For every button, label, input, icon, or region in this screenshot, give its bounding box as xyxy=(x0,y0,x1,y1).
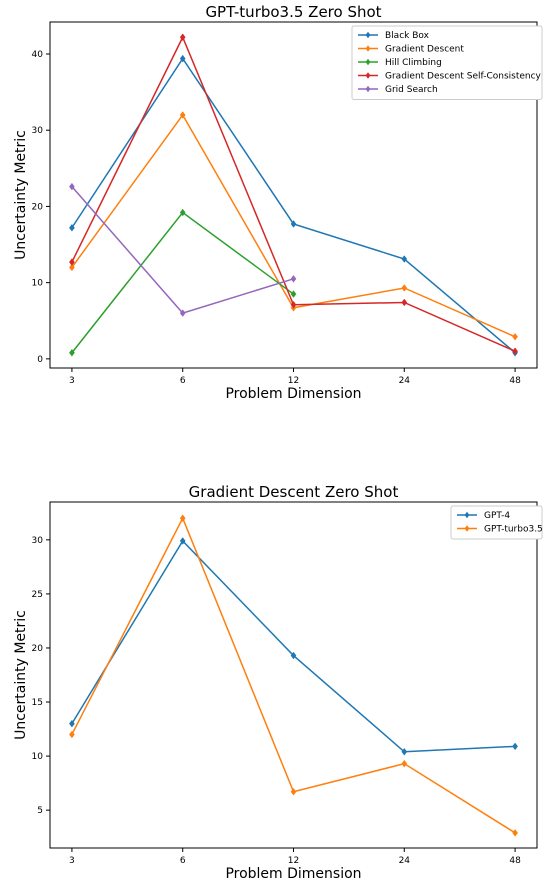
legend-item-gradient-descent: Gradient Descent xyxy=(358,45,464,55)
legend-item-gpt-turbo3-5: GPT-turbo3.5 xyxy=(457,525,543,535)
chart-title: Gradient Descent Zero Shot xyxy=(189,483,399,501)
legend: GPT-4 GPT-turbo3.5 xyxy=(450,505,543,540)
legend-marker xyxy=(365,31,371,39)
y-tick-label: 40 xyxy=(32,50,44,60)
series-gpt-turbo3-5 xyxy=(69,514,518,837)
data-point xyxy=(401,298,408,307)
x-tick-label: 6 xyxy=(180,376,186,386)
legend-item-grid-search: Grid Search xyxy=(358,85,438,95)
data-point xyxy=(179,537,186,545)
data-point xyxy=(401,759,408,768)
legend-marker xyxy=(365,58,371,66)
series-line xyxy=(71,539,516,753)
data-point xyxy=(401,747,408,756)
y-tick-label: 30 xyxy=(32,536,44,546)
data-point xyxy=(290,290,297,298)
legend-marker xyxy=(365,45,371,52)
data-point xyxy=(179,514,186,523)
legend-label: Hill Climbing xyxy=(385,58,442,68)
legend-marker xyxy=(365,85,371,93)
data-point xyxy=(69,223,75,232)
x-axis-title: Problem Dimension xyxy=(225,386,361,402)
data-point xyxy=(69,258,75,266)
chart-gradient-descent-zero-shot: Gradient Descent Zero Shot 3 6 12 24 48 5 10 15 2… xyxy=(13,483,543,881)
data-point xyxy=(179,309,186,317)
plot-frame xyxy=(49,501,538,849)
x-tick-label: 24 xyxy=(399,856,411,866)
data-point xyxy=(290,275,297,283)
legend-marker xyxy=(464,525,470,532)
data-point xyxy=(290,787,297,796)
x-tick-label: 3 xyxy=(69,376,75,386)
chart-title: GPT-turbo3.5 Zero Shot xyxy=(205,3,381,21)
legend-marker xyxy=(464,511,470,519)
legend-box xyxy=(351,25,543,100)
y-tick-label: 20 xyxy=(32,202,44,212)
x-tick-label: 48 xyxy=(509,376,521,386)
legend-marker xyxy=(365,72,371,79)
y-tick-label: 25 xyxy=(32,590,43,600)
data-point xyxy=(69,182,75,191)
legend-item-hill-climbing: Hill Climbing xyxy=(358,58,442,68)
data-point xyxy=(512,332,518,341)
data-point xyxy=(512,742,518,751)
chart-gpt-turbo35-zero-shot: GPT-turbo3.5 Zero Shot 3 6 12 24 48 0 10 20 30 40 P… xyxy=(13,3,543,402)
series-gpt-4 xyxy=(69,537,518,756)
y-axis-title: Uncertainty Metric xyxy=(13,610,29,740)
y-tick-label: 0 xyxy=(37,355,43,365)
legend-label: Grid Search xyxy=(385,85,438,95)
legend-label: GPT-4 xyxy=(484,511,510,521)
y-tick-label: 30 xyxy=(32,126,44,136)
series-grid-search xyxy=(69,182,297,317)
legend-label: Black Box xyxy=(385,31,430,41)
series-black-box xyxy=(69,54,518,357)
y-tick-label: 5 xyxy=(37,806,43,816)
data-point xyxy=(69,348,75,357)
data-point xyxy=(179,208,186,217)
data-point xyxy=(69,719,75,728)
x-tick-label: 24 xyxy=(399,376,411,386)
x-tick-label: 12 xyxy=(288,376,299,386)
data-point xyxy=(401,284,408,292)
data-point xyxy=(290,651,297,660)
x-tick-label: 12 xyxy=(288,856,299,866)
legend-item-black-box: Black Box xyxy=(358,31,430,41)
series-gradient-descent-self-consistency xyxy=(69,33,518,356)
y-tick-label: 10 xyxy=(32,752,44,762)
x-tick-label: 48 xyxy=(509,856,521,866)
y-axis-title: Uncertainty Metric xyxy=(13,130,29,260)
x-tick-label: 6 xyxy=(180,856,186,866)
data-point xyxy=(179,111,186,119)
legend-label: Gradient Descent Self-Consistency xyxy=(385,72,542,82)
series-hill-climbing xyxy=(69,208,297,357)
data-point xyxy=(512,829,518,837)
y-tick-label: 20 xyxy=(32,644,44,654)
legend-label: Gradient Descent xyxy=(385,45,464,55)
series-line xyxy=(71,211,294,354)
data-point xyxy=(290,300,297,309)
legend-label: GPT-turbo3.5 xyxy=(484,525,543,535)
data-point xyxy=(290,220,297,228)
data-point xyxy=(69,263,75,272)
legend: Black Box Gradient Descent Hill Climbing Gr… xyxy=(351,25,543,100)
data-point xyxy=(179,54,186,63)
data-point xyxy=(401,255,408,263)
data-point xyxy=(512,347,518,356)
series-line xyxy=(71,516,516,834)
y-tick-label: 15 xyxy=(32,698,43,708)
data-point xyxy=(69,730,75,739)
data-point xyxy=(179,33,186,42)
x-tick-label: 3 xyxy=(69,856,75,866)
legend-item-gpt-4: GPT-4 xyxy=(457,511,510,521)
x-axis-title: Problem Dimension xyxy=(225,866,361,881)
legend-item-gradient-descent-self-consistency: Gradient Descent Self-Consistency xyxy=(358,72,542,82)
y-tick-label: 10 xyxy=(32,279,44,289)
